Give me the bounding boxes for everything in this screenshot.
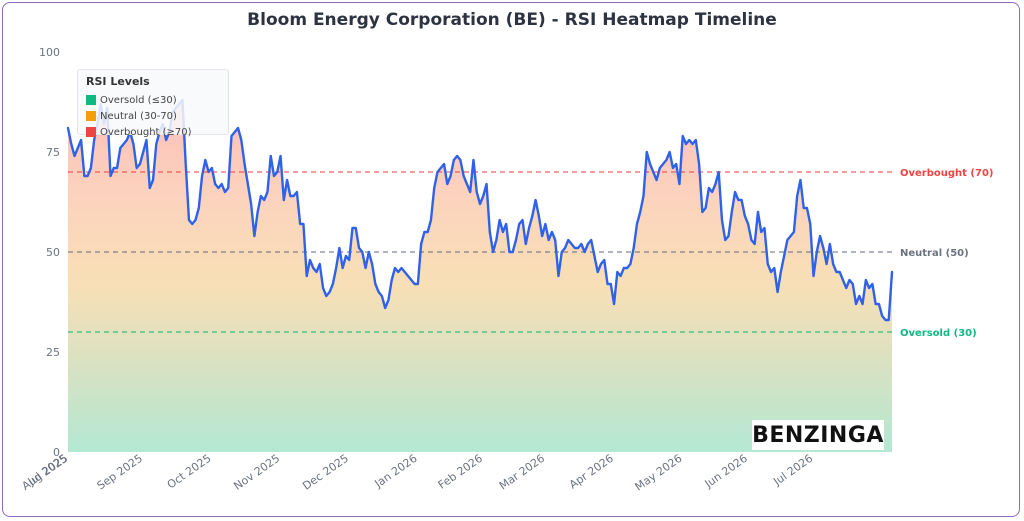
reference-line-label: Overbought (70) <box>900 168 993 179</box>
x-tick-label: Mar 2026 <box>497 452 547 493</box>
y-tick-label: 75 <box>46 146 60 159</box>
x-tick-label: Feb 2026 <box>436 452 485 492</box>
x-tick-label: Jun 2026 <box>702 452 750 491</box>
legend-label-overbought: Overbought (≥70) <box>100 126 192 138</box>
legend-swatch-overbought <box>86 127 96 137</box>
reference-lines: Overbought (70) Neutral (50) Oversold (30) <box>68 168 993 339</box>
x-tick-label: Jan 2026 <box>372 452 420 491</box>
chart-title: Bloom Energy Corporation (BE) - RSI Heat… <box>247 10 777 30</box>
x-tick-label: Apr 2026 <box>567 452 616 492</box>
legend-item-overbought: Overbought (≥70) <box>86 124 220 140</box>
legend-swatch-neutral <box>86 111 96 121</box>
y-axis: 0 25 50 75 100 <box>39 46 60 459</box>
legend-label-neutral: Neutral (30-70) <box>100 110 177 122</box>
reference-line-label: Neutral (50) <box>900 248 969 259</box>
x-tick-label: Dec 2025 <box>300 452 351 493</box>
rsi-line <box>66 98 894 322</box>
legend-label-oversold: Oversold (≤30) <box>100 94 177 106</box>
legend-item-oversold: Oversold (≤30) <box>86 92 220 108</box>
legend: RSI Levels Oversold (≤30) Neutral (30-70… <box>77 69 229 138</box>
reference-line-label: Oversold (30) <box>900 328 977 339</box>
x-tick-label: Sep 2025 <box>95 452 145 493</box>
x-tick-label: Oct 2025 <box>165 452 214 492</box>
x-tick-label: Nov 2025 <box>231 452 282 493</box>
x-tick-label: Aug 2025 <box>20 452 71 493</box>
legend-title: RSI Levels <box>86 75 150 88</box>
x-tick-label: May 2026 <box>633 452 685 494</box>
y-tick-label: 0 <box>53 446 60 459</box>
y-tick-label: 100 <box>39 46 60 59</box>
y-tick-label: 25 <box>46 346 60 359</box>
legend-item-neutral: Neutral (30-70) <box>86 108 220 124</box>
legend-swatch-oversold <box>86 95 96 105</box>
y-tick-label: 50 <box>46 246 60 259</box>
x-tick-label: Jul 2026 <box>770 452 815 489</box>
benzinga-watermark: BENZINGA <box>752 420 884 450</box>
